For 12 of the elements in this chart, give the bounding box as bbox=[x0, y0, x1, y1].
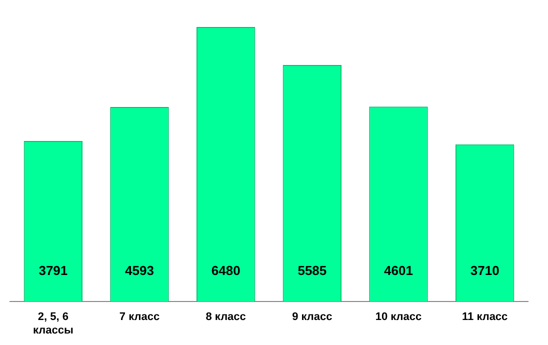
data-label: 3710 bbox=[470, 263, 500, 278]
data-label: 5585 bbox=[298, 263, 327, 278]
x-tick-label: 2, 5, 6 классы bbox=[32, 311, 74, 336]
data-label: 4601 bbox=[384, 263, 413, 278]
x-tick-label: 9 класс bbox=[292, 311, 332, 324]
x-tick-label: 11 класс bbox=[462, 311, 508, 324]
data-label: 6480 bbox=[211, 263, 240, 278]
x-tick-label: 10 класс bbox=[375, 311, 422, 324]
data-label: 4593 bbox=[125, 263, 154, 278]
data-label: 3791 bbox=[38, 263, 68, 278]
x-tick-label: 7 класс bbox=[119, 311, 160, 324]
x-tick-label: 8 класс bbox=[206, 311, 246, 324]
